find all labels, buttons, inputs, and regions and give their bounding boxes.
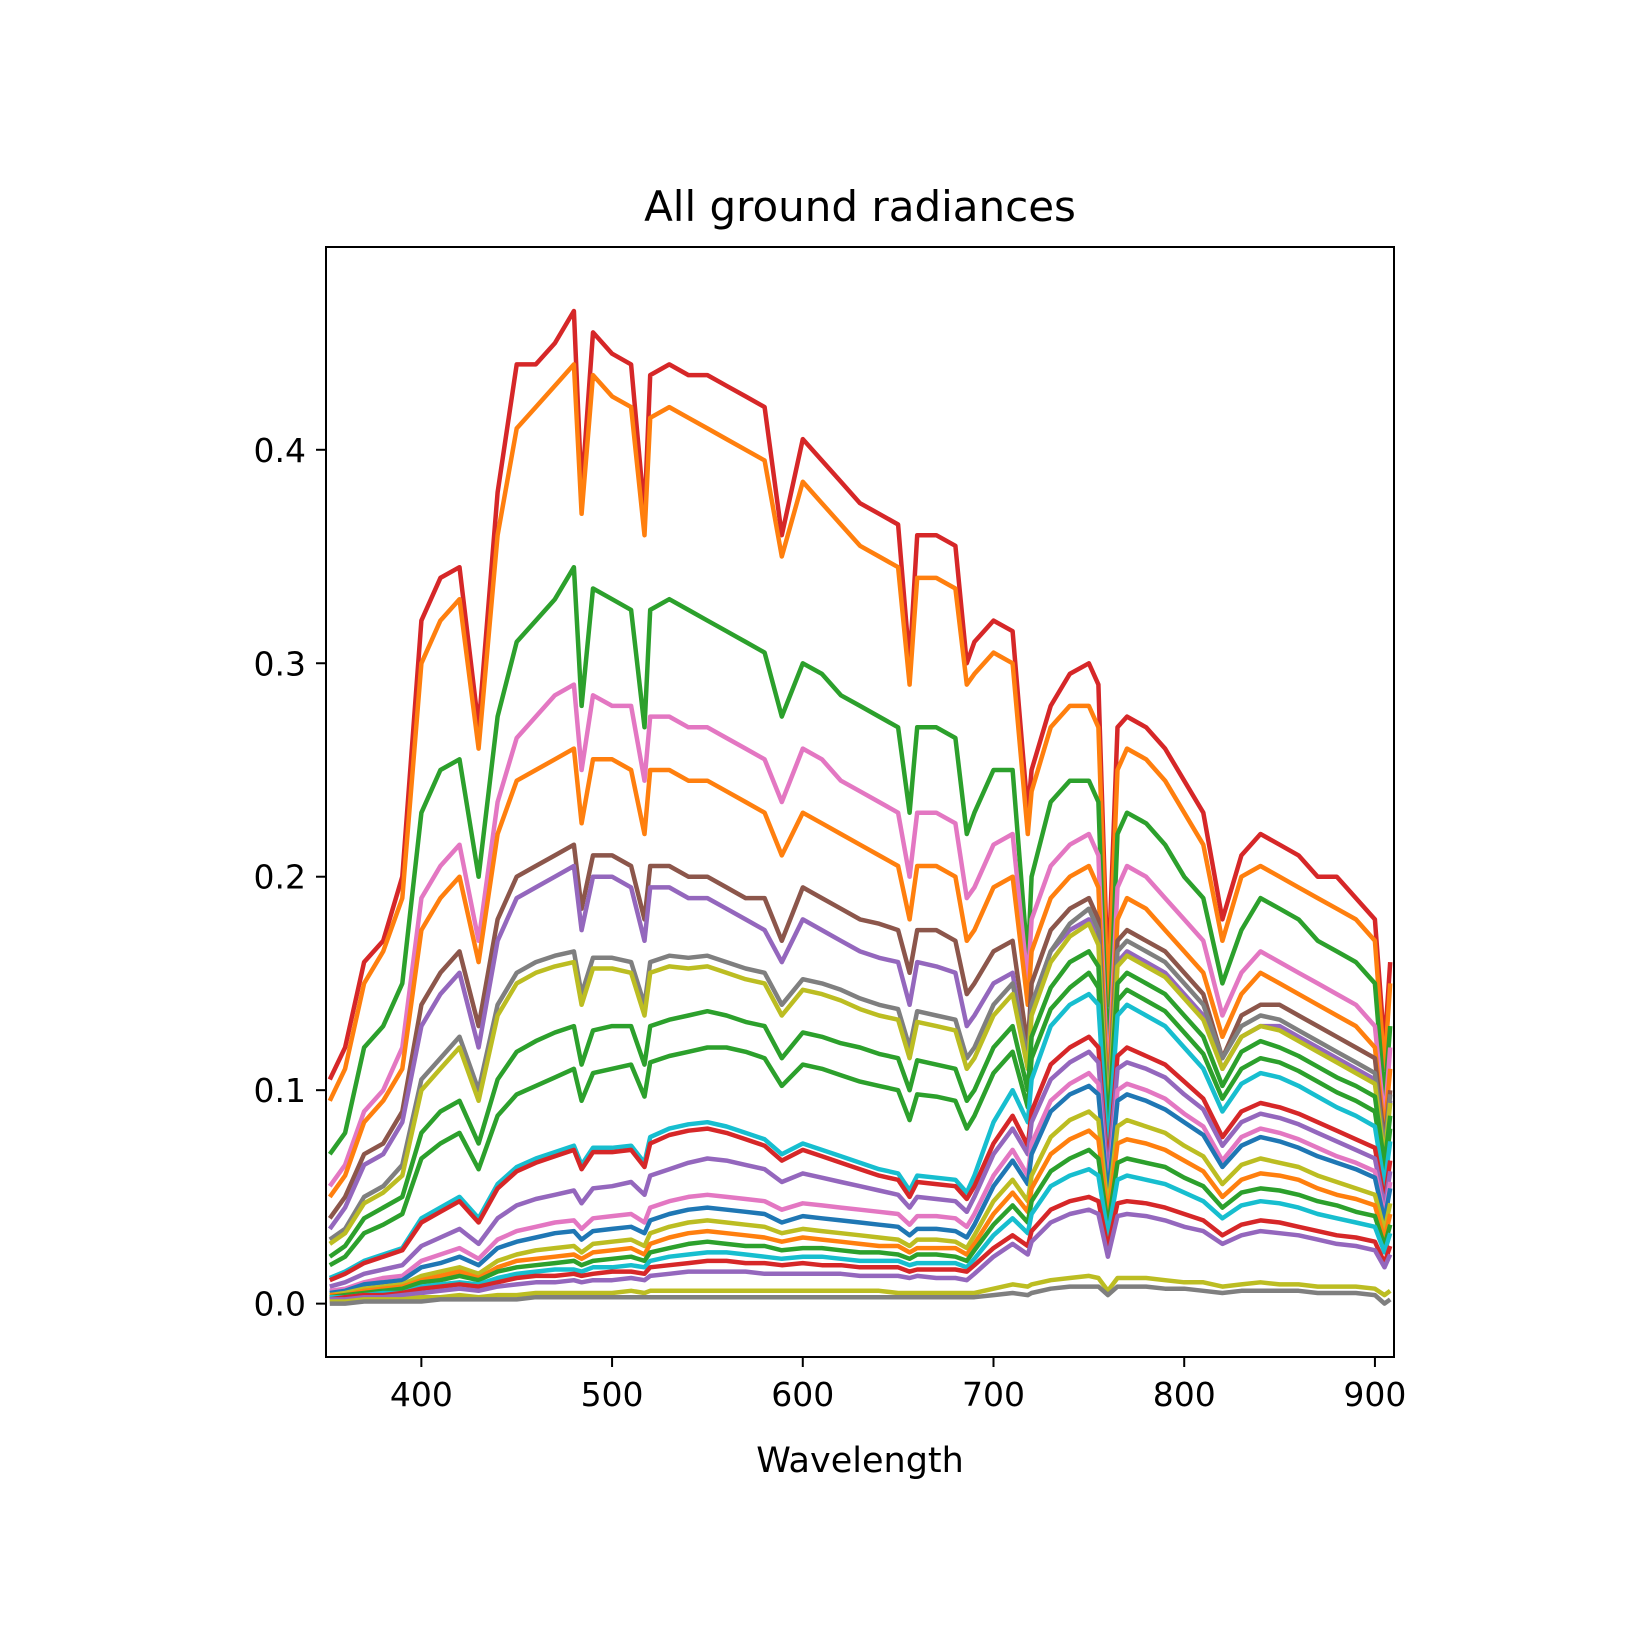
x-tick-label: 500 [581,1375,644,1414]
series-line-12 [328,991,1393,1281]
series-line-21 [329,1194,1393,1302]
x-tick-label: 700 [962,1375,1025,1414]
y-tick-label: 0.2 [254,858,306,897]
y-axis: 0.0 0.1 0.2 0.3 0.4 [254,431,326,1324]
x-tick-label: 900 [1343,1375,1406,1414]
series-line-18 [329,1128,1393,1298]
series-line-15 [329,1070,1393,1294]
x-axis: 400 500 600 700 800 900 [390,1357,1406,1414]
series-line-17 [329,1109,1393,1298]
y-tick-label: 0.3 [254,644,306,683]
chart-title: All ground radiances [644,182,1076,231]
series-line-3 [327,564,1393,1156]
y-tick-label: 0.1 [254,1071,306,1110]
series-line-9 [328,921,1393,1246]
plot-frame [325,246,1395,1358]
series-line-8 [328,906,1393,1242]
series-line-20 [329,1166,1393,1300]
series-line-10 [328,949,1393,1259]
x-axis-label: Wavelength [756,1441,964,1481]
series-line-14 [329,1049,1393,1289]
series-line-23 [329,1273,1392,1304]
series-line-16 [329,1083,1393,1296]
series-line-24 [329,1284,1392,1306]
y-tick-label: 0.4 [254,431,306,470]
x-tick-label: 600 [771,1375,834,1414]
series-line-5 [327,746,1393,1199]
series-line-22 [329,1207,1393,1302]
series-line-11 [328,970,1393,1268]
x-tick-label: 400 [390,1375,453,1414]
series-line-2 [327,362,1393,1102]
x-tick-label: 800 [1153,1375,1216,1414]
y-tick-label: 0.0 [254,1285,306,1324]
series-line-1 [327,308,1393,1081]
series-line-6 [327,842,1393,1220]
series-line-4 [327,682,1393,1188]
series-line-13 [328,1034,1393,1283]
series-group [327,308,1393,1306]
series-line-19 [329,1147,1393,1300]
